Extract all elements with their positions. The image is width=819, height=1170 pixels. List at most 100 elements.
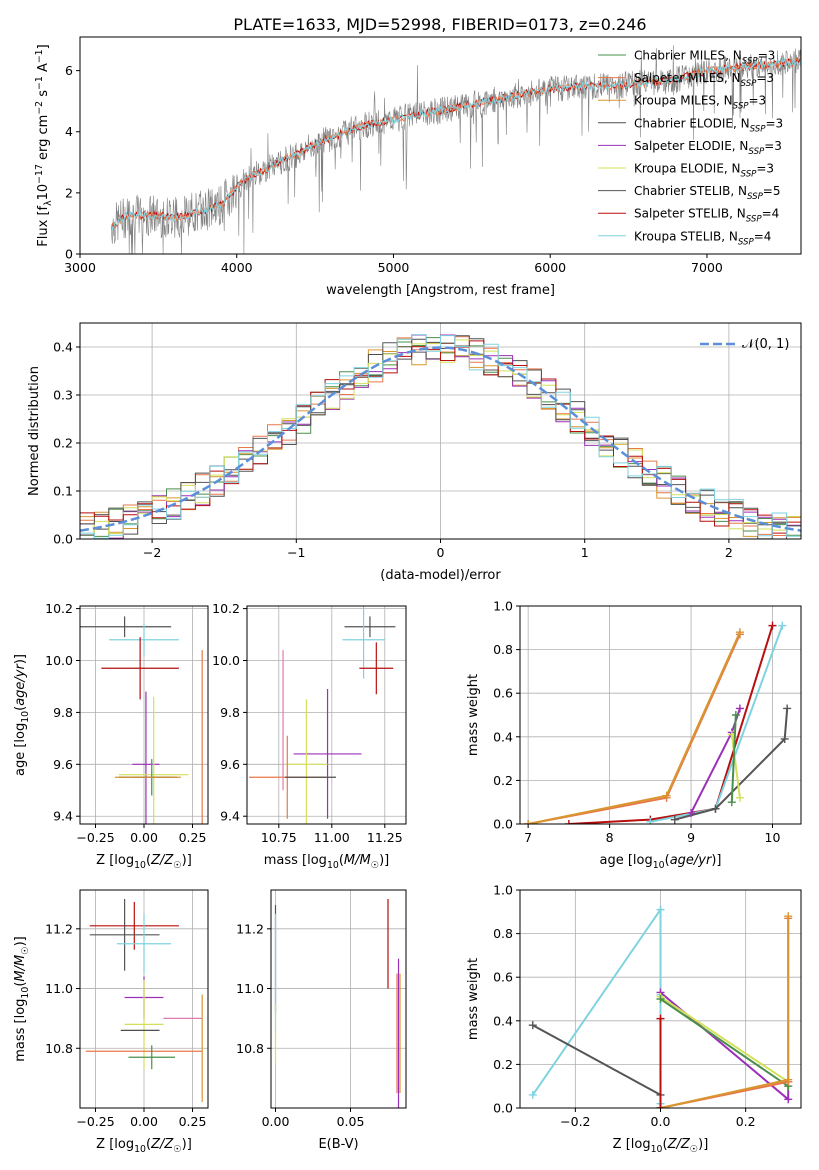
plot-area-massweight_vs_Z (528, 905, 793, 1108)
x-tick-label: −0.2 (560, 1114, 590, 1129)
y-tick-label: 11.0 (45, 981, 73, 996)
y-tick-label: 6 (65, 63, 73, 78)
weight-marker-salpeter_stelib (656, 1014, 665, 1023)
weight-marker-chabrier_stelib (783, 704, 792, 713)
x-tick-label: 4000 (221, 260, 253, 275)
y-tick-label: 0.2 (493, 1057, 513, 1072)
ebv-x-label: E(B-V) (318, 1137, 358, 1152)
weight-line-chabrier_miles (659, 998, 789, 1088)
age_vs_Z-y-label: age [log10(age/yr)] (13, 654, 31, 776)
weight-marker-chabrier_miles (731, 711, 740, 719)
weight-line-kroupa_elodie (730, 734, 741, 798)
y-tick-label: 2 (65, 185, 73, 200)
plot-area-residuals (80, 334, 801, 539)
weight-marker-chabrier_stelib (711, 804, 720, 813)
spectrum-y-label: Flux [fλ10−17 erg cm−2 s−1 A−1] (34, 44, 54, 246)
model-spectrum-salpeter_miles (110, 57, 801, 230)
weight-marker-salpeter_stelib (564, 820, 573, 824)
x-tick-label: 1 (581, 545, 589, 560)
weight-marker-salpeter_stelib (768, 621, 777, 630)
y-tick-label: 0.6 (493, 686, 513, 701)
weight-line-chabrier_stelib (674, 708, 789, 821)
weight-marker-chabrier_miles (656, 995, 665, 1003)
y-tick-label: 0.0 (493, 817, 513, 832)
legend-entry-label: Kroupa ELODIE, NSSP=3 (634, 162, 774, 180)
x-tick-label: 10 (765, 830, 781, 845)
weight-line-chabrier_miles (730, 714, 737, 803)
legend-entry-label: Chabrier MILES, NSSP=3 (634, 49, 775, 67)
weight-marker-kroupa_stelib (646, 817, 655, 824)
x-tick-label: −0.25 (76, 830, 114, 845)
axes-frame (246, 605, 407, 825)
weight-line-kroupa_miles (527, 631, 741, 824)
x-tick-label: 6000 (534, 260, 566, 275)
weight-marker-kroupa_stelib (778, 621, 787, 630)
y-tick-label: 10.8 (236, 1041, 264, 1056)
massweight_vs_age-x-label: age [log10(age/yr)] (599, 853, 721, 871)
x-tick-label: 11.00 (314, 830, 350, 845)
residuals-y-label: Normed distribution (27, 366, 42, 496)
weight-marker-kroupa_miles (784, 912, 793, 921)
legend-entry-label: Salpeter ELODIE, NSSP=3 (634, 139, 782, 157)
x-tick-label: 0.00 (130, 1114, 158, 1129)
x-tick-label: 0.00 (262, 1114, 290, 1129)
y-tick-label: 0.8 (493, 642, 513, 657)
y-tick-label: 9.8 (53, 705, 73, 720)
panel-spectrum: 3000 4000 5000 6000 7000 0 2 4 6 (64, 36, 802, 275)
figure-title: PLATE=1633, MJD=52998, FIBERID=0173, z=0… (233, 15, 646, 34)
mass_vs_Z-x-label: Z [log10(Z/Z☉)] (96, 1137, 192, 1155)
legend-entry-label: Salpeter MILES, NSSP=3 (634, 71, 774, 89)
weight-marker-kroupa_miles (784, 1075, 793, 1084)
legend-entry-label: Chabrier ELODIE, NSSP=3 (634, 116, 783, 134)
residual-histogram-salpeter_stelib (80, 340, 801, 534)
weight-marker-kroupa_stelib (656, 905, 665, 914)
gaussian-reference-curve (80, 346, 801, 532)
x-tick-label: 8 (606, 830, 614, 845)
panel-mass_vs_Z: −0.25 0.00 0.25 10.8 11.0 11.2 (45, 889, 209, 1129)
y-tick-label: 0.4 (493, 729, 513, 744)
y-tick-label: 10.8 (45, 1041, 73, 1056)
legend-entry-label: Kroupa MILES, NSSP=3 (634, 94, 766, 112)
panel-massweight_vs_Z: −0.2 0.0 0.2 0.0 0.2 0.4 0.6 0.8 1.0 (493, 883, 802, 1129)
y-tick-label: 4 (65, 124, 73, 139)
y-tick-label: 10.0 (212, 653, 240, 668)
x-tick-label: −0.25 (76, 1114, 114, 1129)
weight-marker-kroupa_elodie (735, 793, 744, 802)
y-tick-label: 0.4 (53, 340, 73, 355)
y-tick-label: 9.8 (220, 705, 240, 720)
weight-marker-salpeter_elodie (735, 704, 744, 713)
x-tick-label: 0.00 (130, 830, 158, 845)
y-tick-label: 0.4 (493, 1013, 513, 1028)
panel-age_vs_mass: 10.75 11.00 11.25 9.4 9.6 9.8 10.0 10.2 (212, 601, 407, 845)
legend-gaussian-label: 𝒩(0, 1) (742, 337, 789, 352)
plot-area-massweight_vs_age (524, 621, 792, 824)
y-tick-label: 11.2 (45, 921, 73, 936)
panel-residuals: −2 −1 0 1 2 0.0 0.1 0.2 0.3 0.4 (53, 322, 802, 560)
spectrum-x-label: wavelength [Angstrom, rest frame] (326, 283, 555, 298)
y-tick-label: 9.6 (53, 757, 73, 772)
weight-marker-salpeter_elodie (784, 1095, 793, 1104)
weight-marker-kroupa_miles (735, 628, 744, 637)
y-tick-label: 0.6 (493, 970, 513, 985)
legend-entry-label: Kroupa STELIB, NSSP=4 (634, 229, 771, 247)
weight-marker-chabrier_stelib (528, 1021, 537, 1030)
weight-marker-kroupa_stelib (528, 1090, 537, 1099)
y-tick-label: 0.2 (53, 436, 73, 451)
axes-frame (79, 36, 802, 255)
x-tick-label: 10.75 (261, 830, 297, 845)
x-tick-label: −1 (287, 545, 305, 560)
x-tick-label: −2 (143, 545, 161, 560)
y-tick-label: 10.2 (45, 601, 73, 616)
y-tick-label: 10.2 (212, 601, 240, 616)
x-tick-label: 9 (687, 830, 695, 845)
weight-line-salpeter_miles (527, 633, 741, 824)
weight-marker-kroupa_miles (662, 791, 671, 800)
model-spectrum-kroupa_stelib (110, 57, 801, 231)
y-tick-label: 0.1 (53, 484, 73, 499)
x-tick-label: 0 (437, 545, 445, 560)
residuals-x-label: (data-model)/error (380, 568, 501, 583)
spectrum-legend: Chabrier MILES, NSSP=3 Salpeter MILES, NS… (598, 49, 783, 247)
weight-marker-chabrier_miles (727, 798, 736, 807)
legend-entry-label: Salpeter STELIB, NSSP=4 (634, 207, 779, 225)
y-tick-label: 0.0 (493, 1101, 513, 1116)
